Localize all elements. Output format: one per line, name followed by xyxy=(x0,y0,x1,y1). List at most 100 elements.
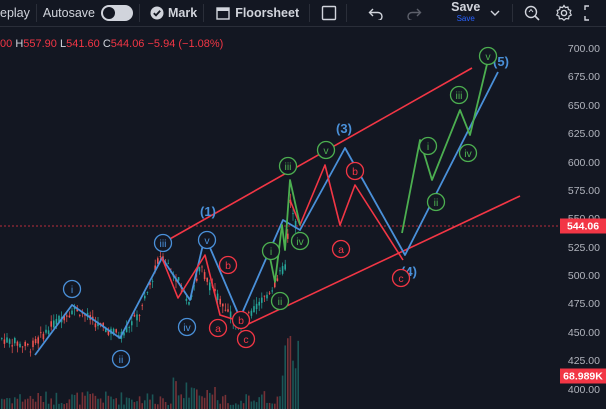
autosave-control[interactable]: Autosave xyxy=(43,0,134,26)
candle-body xyxy=(216,293,219,301)
volume-bar xyxy=(245,394,247,409)
wave-label-text: c xyxy=(243,334,248,346)
wave-label[interactable]: i xyxy=(261,241,281,261)
volume-bar xyxy=(120,392,123,409)
volume-bar xyxy=(79,404,81,409)
volume-bar xyxy=(248,395,250,409)
replay-button[interactable]: eplay xyxy=(0,0,30,26)
candle-body xyxy=(133,315,136,317)
price-tick-label: 675.00 xyxy=(567,71,600,84)
quick-search-button[interactable] xyxy=(521,2,543,24)
wave-label[interactable]: a xyxy=(331,239,351,259)
trend-line[interactable] xyxy=(241,195,521,328)
autosave-toggle[interactable] xyxy=(101,5,134,21)
wave-label[interactable]: iii xyxy=(449,85,469,105)
green-subwave-2[interactable] xyxy=(401,59,489,234)
volume-bar xyxy=(193,388,195,409)
fullscreen-button[interactable] xyxy=(579,2,601,24)
blue-wave-line[interactable] xyxy=(34,71,499,356)
volume-bar xyxy=(146,393,149,409)
volume-bar xyxy=(107,395,110,409)
wave-label[interactable]: ii xyxy=(426,192,446,212)
volume-bar xyxy=(32,398,34,409)
wave-label[interactable]: v xyxy=(478,46,498,66)
redo-button[interactable] xyxy=(403,2,425,24)
candle-body xyxy=(123,332,125,336)
wave-label-text: a xyxy=(215,323,221,335)
wave-label-text: (5) xyxy=(493,54,509,69)
wave-label[interactable]: c xyxy=(236,329,256,349)
settings-button[interactable] xyxy=(553,2,575,24)
wave-label[interactable]: v xyxy=(197,230,217,250)
wave-label[interactable]: i xyxy=(62,279,82,299)
volume-bar xyxy=(97,398,99,409)
volume-bar xyxy=(89,393,91,409)
candle-body xyxy=(47,330,50,334)
change-value: −5.94 (−1.08%) xyxy=(147,38,224,50)
save-button[interactable]: Save Save xyxy=(451,0,480,26)
candle-body xyxy=(21,346,24,348)
volume-bar xyxy=(162,398,164,409)
candle-body xyxy=(27,343,29,346)
toolbar-divider xyxy=(203,4,205,22)
wave-label-circle xyxy=(153,233,173,253)
candle-body xyxy=(32,340,34,348)
candle-body xyxy=(1,338,3,339)
red-correction-1[interactable] xyxy=(161,254,243,323)
check-circle-icon xyxy=(150,6,164,20)
mark-button[interactable]: Mark xyxy=(150,0,197,26)
candle-body xyxy=(94,323,97,328)
square-button[interactable] xyxy=(318,2,340,24)
volume-bar xyxy=(138,396,141,409)
wave-label[interactable]: (5) xyxy=(493,54,509,69)
wave-label[interactable]: a xyxy=(208,318,228,338)
volume-bar xyxy=(58,403,60,409)
volume-bar xyxy=(8,398,11,409)
green-subwave-1[interactable] xyxy=(267,179,301,283)
candle-body xyxy=(118,335,120,337)
wave-label[interactable]: (1) xyxy=(200,204,216,219)
candle-body xyxy=(105,328,107,333)
undo-button[interactable] xyxy=(365,2,387,24)
volume-bar xyxy=(123,404,125,409)
candle-body xyxy=(102,323,104,327)
volume-bar xyxy=(71,394,73,409)
volume-bar xyxy=(11,403,13,409)
candle-body xyxy=(196,278,198,281)
wave-label[interactable]: iii xyxy=(278,156,298,176)
gear-icon xyxy=(556,4,573,21)
wave-label[interactable]: b xyxy=(231,310,251,330)
candle-body xyxy=(284,264,286,270)
wave-label[interactable]: iv xyxy=(290,231,310,251)
wave-label[interactable]: b xyxy=(345,161,365,181)
price-axis[interactable]: 700.00675.00650.00625.00600.00575.00550.… xyxy=(558,27,606,409)
volume-bar xyxy=(222,396,224,409)
wave-label[interactable]: c xyxy=(391,268,411,288)
wave-label-circle xyxy=(231,310,251,330)
candle-body xyxy=(255,303,258,310)
volume-bar xyxy=(45,391,47,409)
wave-label[interactable]: v xyxy=(316,140,336,160)
volume-bar xyxy=(63,404,65,409)
wave-label[interactable]: (3) xyxy=(336,121,352,136)
wave-label[interactable]: i xyxy=(418,136,438,156)
wave-label[interactable]: ii xyxy=(111,349,131,369)
candle-body xyxy=(45,329,47,333)
candle-body xyxy=(268,292,271,294)
volume-bar xyxy=(53,404,55,409)
volume-label: 68.989K xyxy=(560,368,606,384)
floorsheet-button[interactable]: Floorsheet xyxy=(216,0,299,26)
wave-label-text: iv xyxy=(464,148,472,160)
wave-label[interactable]: iv xyxy=(177,317,197,337)
wave-label-circle xyxy=(426,192,446,212)
wave-label[interactable]: b xyxy=(218,255,238,275)
wave-label[interactable]: ii xyxy=(270,291,290,311)
candle-body xyxy=(188,301,190,305)
volume-bar xyxy=(136,401,138,409)
wave-label[interactable]: iii xyxy=(153,233,173,253)
volume-bar xyxy=(177,395,180,409)
wave-label-circle xyxy=(478,46,498,66)
save-menu-button[interactable] xyxy=(484,2,506,24)
wave-label[interactable]: iv xyxy=(458,143,478,163)
